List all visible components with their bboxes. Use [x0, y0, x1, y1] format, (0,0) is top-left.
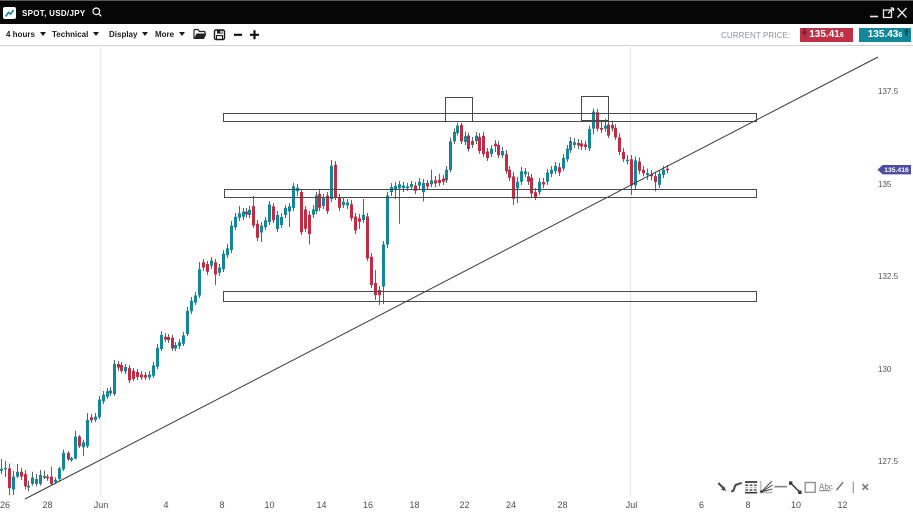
svg-text:Jul: Jul [626, 500, 638, 510]
svg-text:135.416: 135.416 [884, 167, 909, 174]
svg-text:28: 28 [557, 500, 567, 510]
svg-text:130: 130 [878, 365, 892, 374]
svg-text:22: 22 [459, 500, 469, 510]
svg-text:18: 18 [409, 500, 419, 510]
svg-text:127.5: 127.5 [878, 457, 899, 466]
svg-text:8: 8 [745, 500, 750, 510]
svg-text:135: 135 [878, 180, 892, 189]
svg-text:8: 8 [219, 500, 224, 510]
svg-text:Abc: Abc [819, 482, 833, 491]
svg-text:12: 12 [837, 500, 847, 510]
svg-text:24: 24 [506, 500, 516, 510]
svg-text:26: 26 [0, 500, 10, 510]
svg-text:Jun: Jun [94, 500, 109, 510]
svg-text:137.5: 137.5 [878, 87, 899, 96]
svg-text:28: 28 [42, 500, 52, 510]
svg-text:14: 14 [316, 500, 326, 510]
svg-text:16: 16 [363, 500, 373, 510]
svg-text:4: 4 [163, 500, 168, 510]
svg-text:10: 10 [264, 500, 274, 510]
svg-text:132.5: 132.5 [878, 272, 899, 281]
svg-text:6: 6 [699, 500, 704, 510]
svg-text:10: 10 [791, 500, 801, 510]
